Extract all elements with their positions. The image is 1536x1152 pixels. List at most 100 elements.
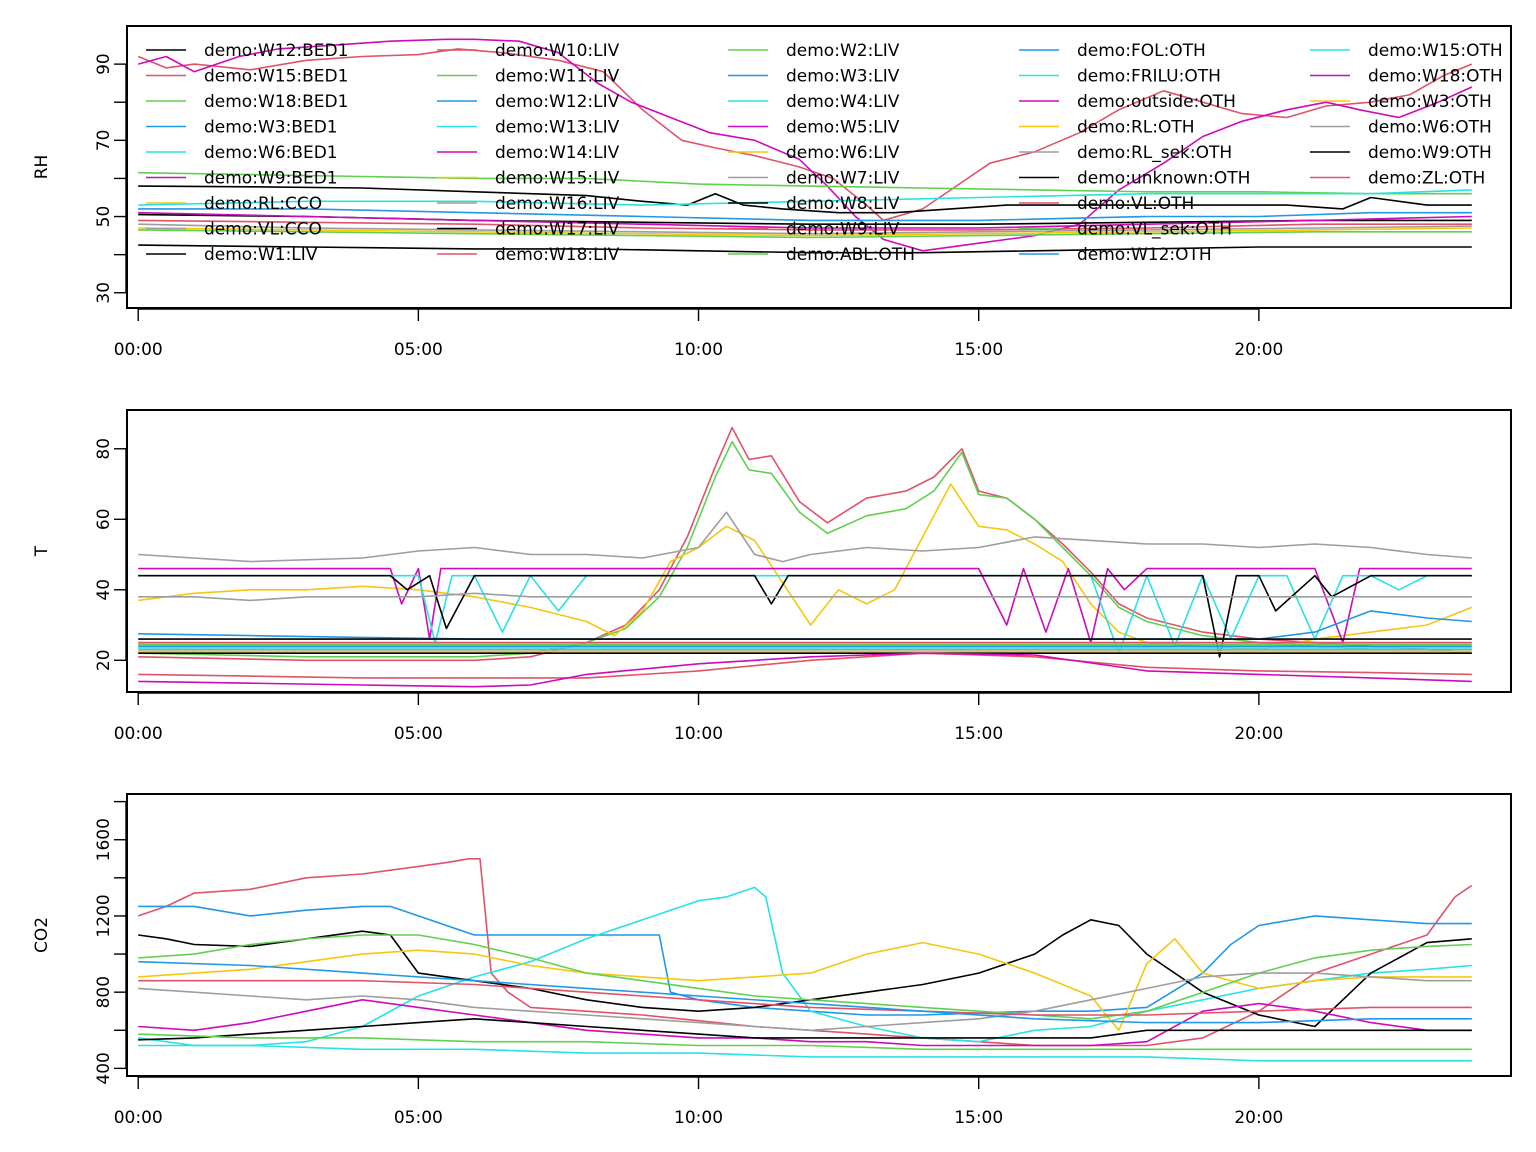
temperature-series-line-7 — [138, 592, 1472, 602]
legend-entry-label: demo:VL_sek:OTH — [1077, 220, 1232, 240]
rh-series-line-3 — [138, 185, 1472, 214]
co2-series-line-3 — [138, 918, 1472, 1028]
legend-entry-label: demo:outside:OTH — [1077, 92, 1236, 112]
temperature-x-tick-label: 15:00 — [954, 724, 1003, 744]
rh-x-tick-label: 05:00 — [394, 340, 443, 360]
rh-series-line-10 — [138, 229, 1472, 239]
co2-series-group — [137, 857, 1473, 1062]
co2-y-tick-label: 400 — [94, 1052, 114, 1084]
co2-x-tick-label: 00:00 — [114, 1108, 163, 1128]
co2-series-line-10 — [138, 960, 1472, 1024]
rh-legend: demo:W12:BED1 demo:W15:BED1 demo:W18:BED1 d… — [146, 41, 1503, 265]
temperature-series-line-3 — [138, 511, 1472, 563]
legend-entry-label: demo:FOL:OTH — [1077, 41, 1206, 61]
co2-y-tick-label: 800 — [94, 976, 114, 1008]
rh-series-line-8 — [138, 223, 1472, 235]
legend-entry-label: demo:W10:LIV — [495, 41, 620, 61]
legend-entry-label: demo:W6:OTH — [1368, 118, 1492, 138]
co2-series-line-11 — [138, 1033, 1472, 1051]
legend-entry-label: demo:W18:OTH — [1368, 67, 1503, 87]
co2-series-line-4 — [138, 937, 1472, 1032]
legend-entry-label: demo:W1:LIV — [204, 245, 318, 265]
legend-entry-label: demo:W14:LIV — [495, 143, 620, 163]
legend-entry-label: demo:W9:LIV — [786, 220, 900, 240]
co2-series-line-2 — [138, 886, 1472, 1047]
legend-entry-label: demo:W13:LIV — [495, 118, 620, 138]
co2-x-tick-label: 10:00 — [674, 1108, 723, 1128]
co2-series-line-1 — [138, 905, 1472, 1016]
rh-plot-frame — [126, 25, 1512, 309]
legend-entry-label: demo:FRILU:OTH — [1077, 67, 1221, 87]
co2-series-line-9 — [138, 979, 1472, 1016]
legend-entry-label: demo:W15:BED1 — [204, 67, 348, 87]
temperature-y-tick-label: 80 — [94, 438, 114, 460]
co2-series-line-8 — [138, 1017, 1472, 1041]
co2-plot-frame — [126, 793, 1512, 1077]
temperature-series-line-4 — [138, 567, 1472, 644]
legend-entry-label: demo:W17:LIV — [495, 220, 620, 240]
rh-series-line-1 — [137, 38, 1473, 252]
legend-entry-label: demo:unknown:OTH — [1077, 169, 1250, 189]
legend-entry-label: demo:RL:OTH — [1077, 118, 1195, 138]
rh-series-line-5 — [138, 208, 1472, 222]
legend-entry-label: demo:W15:LIV — [495, 169, 620, 189]
rh-y-tick-label: 70 — [94, 130, 114, 152]
rh-series-line-12 — [138, 244, 1472, 254]
co2-x-tick-label: 20:00 — [1234, 1108, 1283, 1128]
temperature-series-line-6 — [138, 574, 1472, 658]
legend-entry-label: demo:W2:LIV — [786, 41, 900, 61]
rh-x-tick-label: 00:00 — [114, 340, 163, 360]
legend-entry-label: demo:RL_sek:OTH — [1077, 143, 1232, 163]
rh-y-tick-label: 50 — [94, 206, 114, 228]
co2-series-line-6 — [138, 998, 1472, 1047]
rh-series-group — [137, 38, 1473, 254]
rh-series-line-11 — [138, 211, 1472, 229]
temperature-series-line-17 — [138, 652, 1472, 679]
legend-entry-label: demo:W16:LIV — [495, 194, 620, 214]
temperature-x-tick-label: 00:00 — [114, 724, 163, 744]
temperature-plot-frame — [126, 409, 1512, 693]
legend-entry-label: demo:W9:OTH — [1368, 143, 1492, 163]
legend-entry-label: demo:ABL:OTH — [786, 245, 915, 265]
temperature-y-tick-label: 20 — [94, 649, 114, 671]
co2-y-tick-label: 1200 — [94, 894, 114, 937]
temperature-series-group — [138, 426, 1473, 688]
legend-entry-label: demo:W6:BED1 — [204, 143, 338, 163]
rh-x-tick-label: 10:00 — [674, 340, 723, 360]
co2-y-axis-label: CO2 — [32, 917, 52, 953]
legend-entry-label: demo:W3:BED1 — [204, 118, 338, 138]
legend-entry-label: demo:W9:BED1 — [204, 169, 338, 189]
temperature-x-tick-label: 05:00 — [394, 724, 443, 744]
legend-entry-label: demo:W5:LIV — [786, 118, 900, 138]
legend-entry-label: demo:W4:LIV — [786, 92, 900, 112]
temperature-series-line-18 — [138, 652, 1472, 688]
legend-entry-label: demo:ZL:OTH — [1368, 169, 1485, 189]
rh-y-tick-label: 90 — [94, 53, 114, 75]
legend-entry-label: demo:W18:BED1 — [204, 92, 348, 112]
legend-entry-label: demo:W12:BED1 — [204, 41, 348, 61]
temperature-y-tick-label: 60 — [94, 508, 114, 530]
temperature-y-tick-label: 40 — [94, 579, 114, 601]
rh-series-line-4 — [138, 189, 1472, 206]
co2-panel: CO2 400 800 1200 1600 00:00 05:00 10:00 15:00 20… — [32, 793, 1512, 1128]
rh-panel: RH 30 50 70 90 00:00 05:00 10:00 15:00 20:00 demo… — [32, 25, 1512, 360]
legend-entry-label: demo:W15:OTH — [1368, 41, 1503, 61]
rh-x-tick-label: 20:00 — [1234, 340, 1283, 360]
co2-x-tick-label: 05:00 — [394, 1108, 443, 1128]
legend-entry-label: demo:W3:LIV — [786, 67, 900, 87]
co2-series-line-7 — [138, 972, 1472, 1032]
rh-x-tick-label: 15:00 — [954, 340, 1003, 360]
legend-entry-label: demo:W12:LIV — [495, 92, 620, 112]
temperature-series-line-2 — [138, 483, 1473, 651]
temperature-series-line-1 — [138, 440, 1472, 658]
temperature-series-line-0 — [138, 426, 1472, 662]
temperature-x-tick-label: 20:00 — [1234, 724, 1283, 744]
co2-series-line-12 — [138, 1044, 1472, 1062]
legend-entry-label: demo:W6:LIV — [786, 143, 900, 163]
temperature-x-tick-label: 10:00 — [674, 724, 723, 744]
co2-x-tick-label: 15:00 — [954, 1108, 1003, 1128]
rh-y-tick-label: 30 — [94, 282, 114, 304]
temperature-panel: T 20 40 60 80 00:00 05:00 10:00 15:00 20:00 — [32, 409, 1512, 744]
legend-entry-label: demo:W8:LIV — [786, 194, 900, 214]
